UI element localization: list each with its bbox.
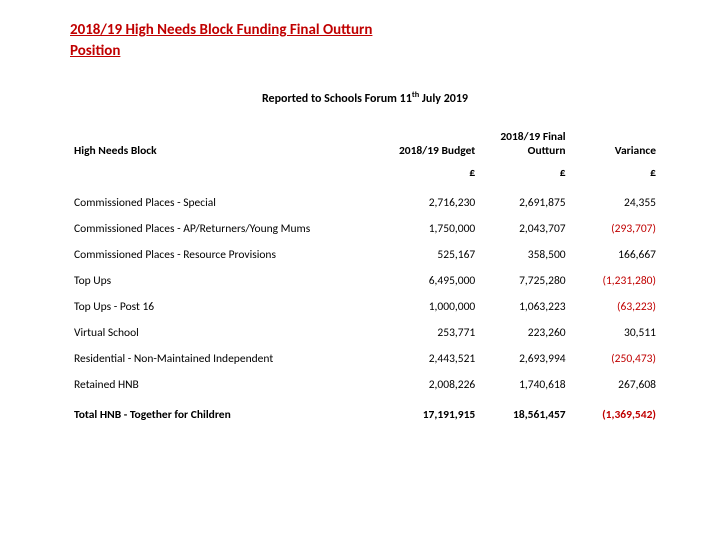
- table-row: Commissioned Places - Resource Provision…: [70, 242, 660, 268]
- row-variance: (1,231,280): [570, 268, 660, 294]
- total-label: Total HNB - Together for Children: [70, 398, 389, 428]
- table-total-row: Total HNB - Together for Children17,191,…: [70, 398, 660, 428]
- row-outturn: 2,693,994: [479, 346, 569, 372]
- table-row: Top Ups6,495,0007,725,280(1,231,280): [70, 268, 660, 294]
- row-outturn: 1,063,223: [479, 294, 569, 320]
- row-outturn: 2,043,707: [479, 216, 569, 242]
- currency-budget: £: [389, 164, 479, 190]
- row-label: Commissioned Places - Resource Provision…: [70, 242, 389, 268]
- total-budget: 17,191,915: [389, 398, 479, 428]
- row-label: Top Ups: [70, 268, 389, 294]
- table-row: Residential - Non-Maintained Independent…: [70, 346, 660, 372]
- row-outturn: 223,260: [479, 320, 569, 346]
- row-label: Retained HNB: [70, 372, 389, 398]
- row-budget: 6,495,000: [389, 268, 479, 294]
- currency-outturn: £: [479, 164, 569, 190]
- row-outturn: 7,725,280: [479, 268, 569, 294]
- row-budget: 1,000,000: [389, 294, 479, 320]
- row-variance: (250,473): [570, 346, 660, 372]
- row-budget: 253,771: [389, 320, 479, 346]
- col-header-outturn: 2018/19 Final Outturn: [479, 124, 569, 164]
- col-header-variance: Variance: [570, 124, 660, 164]
- table-row: Top Ups - Post 161,000,0001,063,223(63,2…: [70, 294, 660, 320]
- row-budget: 1,750,000: [389, 216, 479, 242]
- table-row: Commissioned Places - AP/Returners/Young…: [70, 216, 660, 242]
- currency-blank: [70, 164, 389, 190]
- report-date-line: Reported to Schools Forum 11th July 2019: [70, 90, 660, 106]
- currency-row: £ £ £: [70, 164, 660, 190]
- row-label: Top Ups - Post 16: [70, 294, 389, 320]
- row-label: Virtual School: [70, 320, 389, 346]
- total-variance: (1,369,542): [570, 398, 660, 428]
- table-row: Retained HNB2,008,2261,740,618267,608: [70, 372, 660, 398]
- table-row: Commissioned Places - Special2,716,2302,…: [70, 190, 660, 216]
- report-date-pre: Reported to Schools Forum 11: [262, 92, 412, 106]
- page-title: 2018/19 High Needs Block Funding Final O…: [70, 20, 660, 62]
- row-variance: 24,355: [570, 190, 660, 216]
- row-budget: 525,167: [389, 242, 479, 268]
- row-variance: (293,707): [570, 216, 660, 242]
- row-budget: 2,443,521: [389, 346, 479, 372]
- report-date-post: July 2019: [419, 92, 468, 106]
- row-variance: 30,511: [570, 320, 660, 346]
- row-label: Commissioned Places - Special: [70, 190, 389, 216]
- total-outturn: 18,561,457: [479, 398, 569, 428]
- table-row: Virtual School253,771223,26030,511: [70, 320, 660, 346]
- heading-line-2: Position: [70, 42, 120, 60]
- row-variance: 166,667: [570, 242, 660, 268]
- col-header-block: High Needs Block: [70, 124, 389, 164]
- row-outturn: 358,500: [479, 242, 569, 268]
- currency-variance: £: [570, 164, 660, 190]
- table-body: Commissioned Places - Special2,716,2302,…: [70, 190, 660, 428]
- row-budget: 2,008,226: [389, 372, 479, 398]
- row-label: Residential - Non-Maintained Independent: [70, 346, 389, 372]
- row-budget: 2,716,230: [389, 190, 479, 216]
- row-variance: 267,608: [570, 372, 660, 398]
- col-header-budget: 2018/19 Budget: [389, 124, 479, 164]
- table-header-row: High Needs Block 2018/19 Budget 2018/19 …: [70, 124, 660, 164]
- row-outturn: 2,691,875: [479, 190, 569, 216]
- row-label: Commissioned Places - AP/Returners/Young…: [70, 216, 389, 242]
- funding-table: High Needs Block 2018/19 Budget 2018/19 …: [70, 124, 660, 428]
- heading-line-1: 2018/19 High Needs Block Funding Final O…: [70, 21, 372, 39]
- row-outturn: 1,740,618: [479, 372, 569, 398]
- row-variance: (63,223): [570, 294, 660, 320]
